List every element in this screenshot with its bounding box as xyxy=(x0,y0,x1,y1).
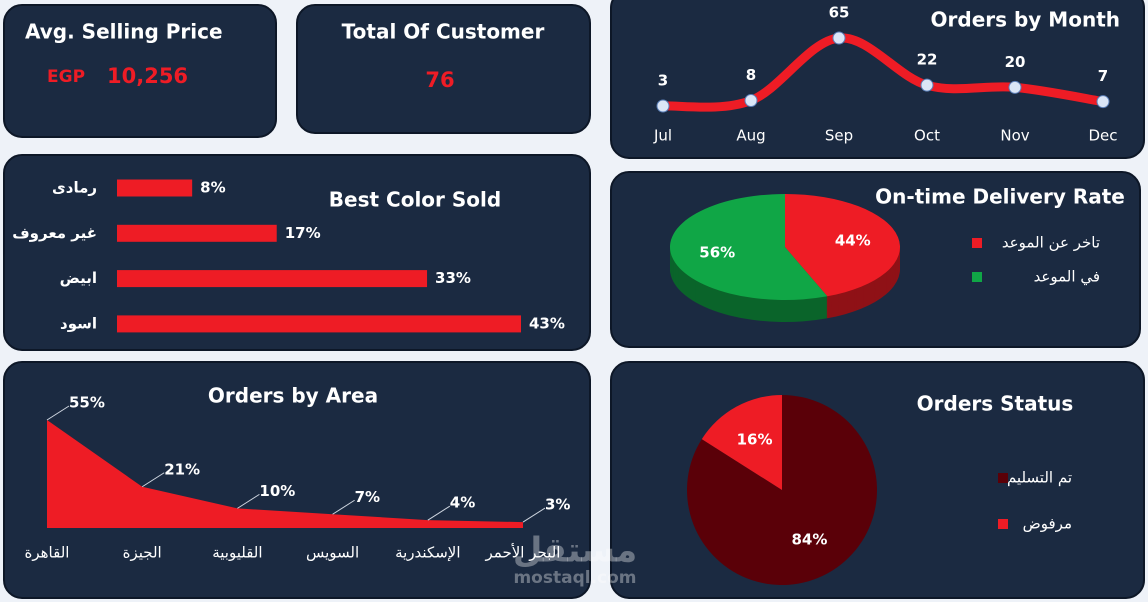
legend-swatch xyxy=(998,519,1008,529)
leader xyxy=(332,499,355,515)
data-label: 43% xyxy=(529,314,565,332)
x-tick-label: Aug xyxy=(736,127,765,145)
x-tick-label: Dec xyxy=(1088,127,1117,145)
card xyxy=(610,0,1145,159)
x-tick-label: الجيزة xyxy=(123,544,162,562)
x-tick-label: Sep xyxy=(825,127,853,145)
data-label: 16% xyxy=(737,431,773,449)
x-tick-label: القليوبية xyxy=(212,544,262,562)
pie-slice xyxy=(701,395,782,490)
data-label: 10% xyxy=(259,482,295,500)
leader xyxy=(46,405,70,421)
charts: Orders by Month 3 Jul 8 Aug 65 Sep 22 Oct 20 Nov 7 D… xyxy=(12,4,1125,586)
leader xyxy=(427,505,451,521)
x-tick-label: البحر الأحمر xyxy=(485,543,561,562)
pie-slice xyxy=(687,395,878,586)
x-tick-label: القاهرة xyxy=(25,544,70,562)
area xyxy=(47,420,523,528)
data-label: 21% xyxy=(164,460,200,478)
chart-title: On-time Delivery Rate xyxy=(875,185,1125,209)
x-tick-label: الإسكندرية xyxy=(395,544,460,562)
category-label: رمادى xyxy=(52,179,97,197)
category-label: ابيض xyxy=(60,269,97,287)
data-label: 55% xyxy=(69,394,105,412)
chart-title: Orders by Month xyxy=(931,8,1120,32)
bar xyxy=(117,179,193,197)
legend-swatch xyxy=(972,238,982,248)
category-label: اسود xyxy=(60,314,97,332)
data-label: 17% xyxy=(285,224,321,242)
kpi-currency: EGP xyxy=(47,67,85,87)
category-label: غير معروف xyxy=(12,224,97,242)
legend-label: مرفوض xyxy=(1023,515,1072,533)
kpi-value: 10,256 xyxy=(107,64,188,88)
card xyxy=(3,4,277,138)
bar xyxy=(117,315,521,333)
chart-title: Orders Status xyxy=(917,392,1074,416)
x-tick-label: السويس xyxy=(306,544,359,562)
watermark: mostaql.com xyxy=(513,568,636,588)
data-label: 4% xyxy=(450,494,475,512)
leader xyxy=(522,507,546,523)
pie-slice xyxy=(785,194,901,297)
point xyxy=(832,31,846,45)
data-label: 7 xyxy=(1098,67,1108,85)
data-label: 8% xyxy=(200,179,225,197)
card xyxy=(3,361,591,599)
point xyxy=(1008,80,1022,94)
data-label: 3 xyxy=(658,72,668,90)
legend-label: في الموعد xyxy=(1034,268,1100,287)
leader xyxy=(237,493,260,509)
legend-swatch xyxy=(998,473,1008,483)
card xyxy=(3,154,591,351)
legend-label: تم التسليم xyxy=(1007,469,1072,487)
bar xyxy=(117,224,277,242)
data-label: 84% xyxy=(792,530,828,548)
x-tick-label: Oct xyxy=(914,127,940,145)
chart-title: Orders by Area xyxy=(208,384,378,408)
data-label: 3% xyxy=(545,496,570,514)
point xyxy=(920,78,934,92)
data-label: 22 xyxy=(917,51,938,69)
point xyxy=(744,94,758,108)
kpi-value: 76 xyxy=(425,68,454,92)
card xyxy=(296,4,591,134)
kpi-title: Avg. Selling Price xyxy=(25,20,223,44)
x-tick-label: Nov xyxy=(1000,127,1029,145)
x-tick-label: Jul xyxy=(653,127,672,145)
point xyxy=(656,99,670,113)
data-label: 20 xyxy=(1005,53,1026,71)
data-label: 65 xyxy=(829,4,850,22)
data-label: 44% xyxy=(835,232,871,250)
legend-swatch xyxy=(972,272,982,282)
data-label: 8 xyxy=(746,66,756,84)
data-label: 7% xyxy=(355,488,380,506)
chart-title: Best Color Sold xyxy=(329,188,501,212)
data-label: 33% xyxy=(435,269,471,287)
watermark: مستقل xyxy=(513,531,637,571)
leader xyxy=(141,472,165,488)
pie-slice xyxy=(670,194,828,301)
bar xyxy=(117,270,428,288)
data-label: 56% xyxy=(699,243,735,261)
legend-label: تاخر عن الموعد xyxy=(1002,234,1100,252)
point xyxy=(1096,95,1110,109)
kpi-title: Total Of Customer xyxy=(342,20,545,44)
